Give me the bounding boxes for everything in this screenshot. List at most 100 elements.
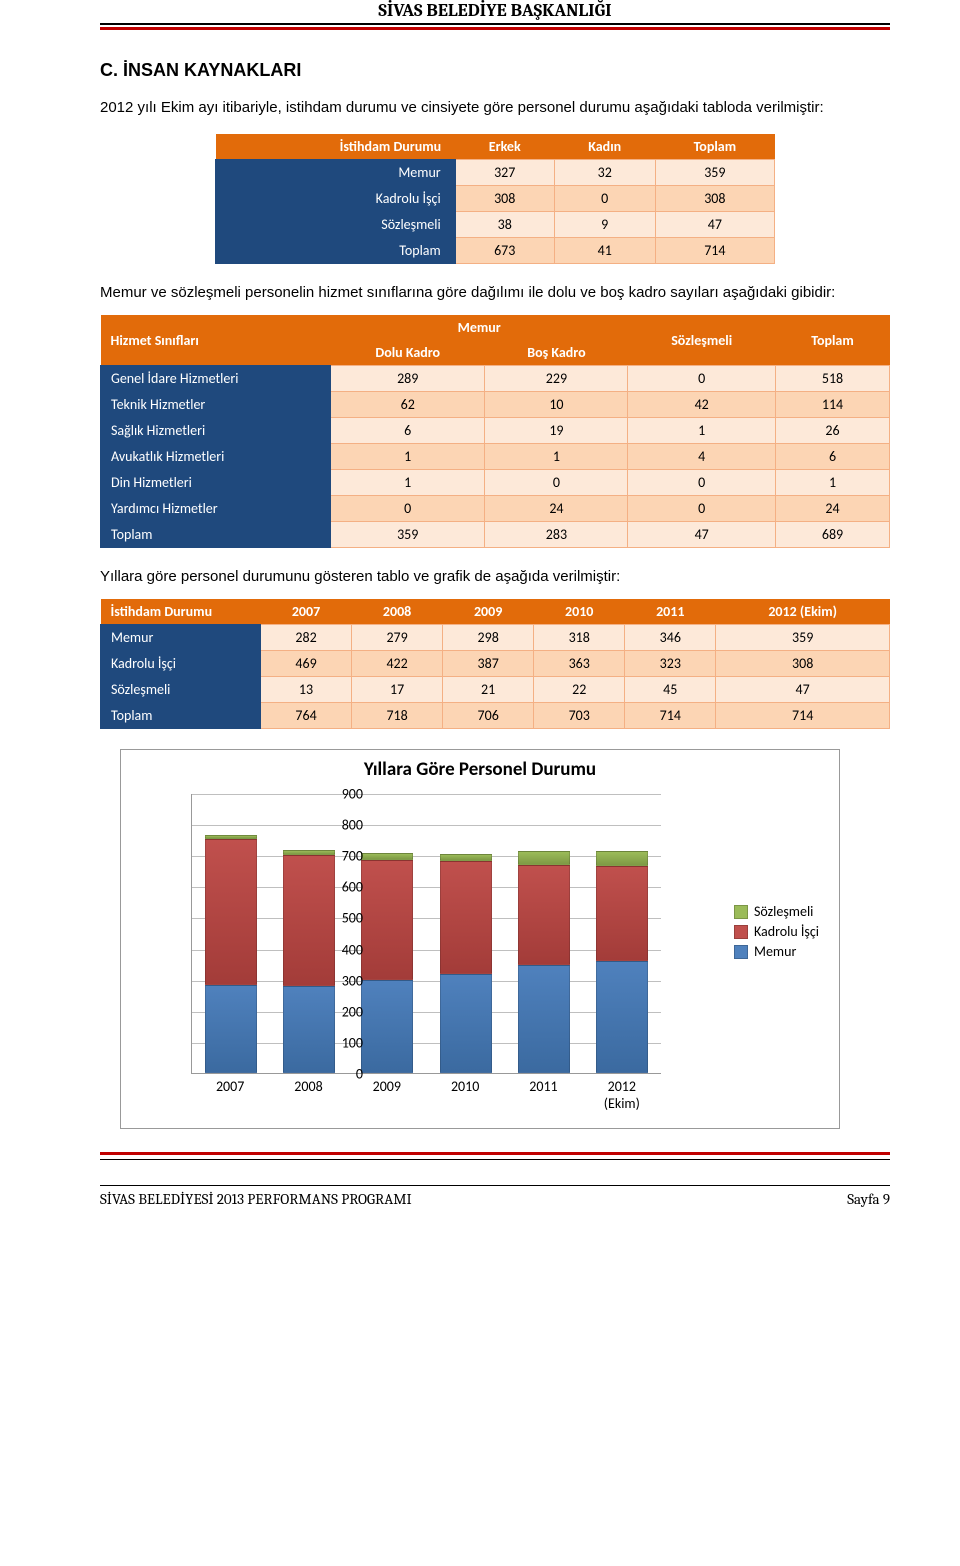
t3-cell: 22 (534, 677, 625, 703)
t2-cell: 24 (485, 496, 628, 522)
t1-h0: İstihdam Durumu (216, 134, 456, 160)
t2-h-dolu: Dolu Kadro (331, 340, 485, 366)
t2-cell: 6 (331, 418, 485, 444)
t1-h2: Kadın (554, 134, 655, 160)
chart-legend: Sözleşmeli Kadrolu İşçi Memur (734, 900, 819, 963)
t1-cell: 32 (554, 160, 655, 186)
legend-item: Kadrolu İşçi (734, 923, 819, 940)
t1-h3: Toplam (655, 134, 774, 160)
legend-swatch (734, 905, 748, 919)
bar-segment (440, 854, 492, 861)
bar-segment (596, 866, 648, 962)
bar-segment (440, 974, 492, 1073)
legend-item: Memur (734, 943, 819, 960)
x-axis-label: 2009 (361, 1078, 413, 1112)
t2-cell: 19 (485, 418, 628, 444)
t3-cell: 21 (443, 677, 534, 703)
t3-cell: 714 (625, 703, 716, 729)
plot-area (191, 794, 661, 1074)
t2-cell: 26 (775, 418, 889, 444)
t3-header: 2012 (Ekim) (716, 599, 890, 625)
t3-header: 2009 (443, 599, 534, 625)
t2-cell: 0 (628, 366, 776, 392)
t2-cell: 518 (775, 366, 889, 392)
t2-cell: 47 (628, 522, 776, 548)
t3-cell: 359 (716, 625, 890, 651)
t2-cell: 114 (775, 392, 889, 418)
t1-cell: 38 (455, 212, 554, 238)
t1-row-label: Kadrolu İşçi (216, 186, 456, 212)
legend-label: Memur (754, 943, 796, 960)
personnel-chart: Yıllara Göre Personel Durumu 01002003004… (120, 749, 840, 1129)
t3-cell: 387 (443, 651, 534, 677)
t3-cell: 764 (261, 703, 352, 729)
bar-segment (205, 985, 257, 1073)
x-axis-label: 2012 (Ekim) (596, 1078, 648, 1112)
t2-cell: 6 (775, 444, 889, 470)
bar-column (283, 794, 335, 1073)
t2-cell: 689 (775, 522, 889, 548)
x-axis-label: 2008 (282, 1078, 334, 1112)
t2-cell: 229 (485, 366, 628, 392)
footer-rule-top (100, 1159, 890, 1160)
chart-title: Yıllara Göre Personel Durumu (121, 758, 839, 781)
t3-cell: 308 (716, 651, 890, 677)
y-axis-label: 600 (313, 879, 363, 896)
t2-cell: 4 (628, 444, 776, 470)
y-axis-label: 200 (313, 1003, 363, 1020)
legend-swatch (734, 925, 748, 939)
t3-header: 2008 (352, 599, 443, 625)
bar-segment (361, 853, 413, 860)
legend-swatch (734, 945, 748, 959)
bar-column (440, 794, 492, 1073)
y-axis-label: 700 (313, 848, 363, 865)
t2-cell: 1 (485, 444, 628, 470)
x-axis-label: 2007 (204, 1078, 256, 1112)
t3-cell: 363 (534, 651, 625, 677)
t2-h-soz: Sözleşmeli (628, 315, 776, 366)
t1-cell: 327 (455, 160, 554, 186)
footer-rule (100, 1152, 890, 1155)
t3-row-label: Memur (101, 625, 261, 651)
t3-cell: 346 (625, 625, 716, 651)
t2-h-bos: Boş Kadro (485, 340, 628, 366)
table-hizmet: Hizmet Sınıfları Memur Sözleşmeli Toplam… (100, 315, 890, 548)
t2-row-label: Toplam (101, 522, 331, 548)
t2-cell: 42 (628, 392, 776, 418)
legend-item: Sözleşmeli (734, 903, 819, 920)
t3-cell: 323 (625, 651, 716, 677)
bar-segment (596, 961, 648, 1073)
bar-column (518, 794, 570, 1073)
t3-cell: 318 (534, 625, 625, 651)
t1-row-label: Memur (216, 160, 456, 186)
t2-cell: 0 (628, 470, 776, 496)
t2-cell: 1 (775, 470, 889, 496)
table-yillar: İstihdam Durumu200720082009201020112012 … (100, 599, 890, 729)
t2-cell: 0 (485, 470, 628, 496)
t3-header: İstihdam Durumu (101, 599, 261, 625)
t3-cell: 282 (261, 625, 352, 651)
t3-row-label: Sözleşmeli (101, 677, 261, 703)
y-axis-label: 400 (313, 941, 363, 958)
footer-left: SİVAS BELEDİYESİ 2013 PERFORMANS PROGRAM… (100, 1190, 412, 1208)
y-axis-label: 100 (313, 1034, 363, 1051)
bar-column (205, 794, 257, 1073)
bar-segment (518, 865, 570, 965)
t3-header: 2010 (534, 599, 625, 625)
t1-cell: 47 (655, 212, 774, 238)
t2-cell: 359 (331, 522, 485, 548)
footer-right: Sayfa 9 (847, 1190, 890, 1208)
x-axis-label: 2011 (517, 1078, 569, 1112)
bar-segment (361, 980, 413, 1073)
t2-cell: 1 (331, 470, 485, 496)
y-axis-label: 800 (313, 817, 363, 834)
y-axis-label: 300 (313, 972, 363, 989)
bar-segment (440, 861, 492, 974)
t3-header: 2011 (625, 599, 716, 625)
y-axis-label: 900 (313, 786, 363, 803)
t1-cell: 9 (554, 212, 655, 238)
t2-h-top: Toplam (775, 315, 889, 366)
bar-column (596, 794, 648, 1073)
bar-segment (596, 851, 648, 866)
intro-text: 2012 yılı Ekim ayı itibariyle, istihdam … (100, 99, 890, 116)
